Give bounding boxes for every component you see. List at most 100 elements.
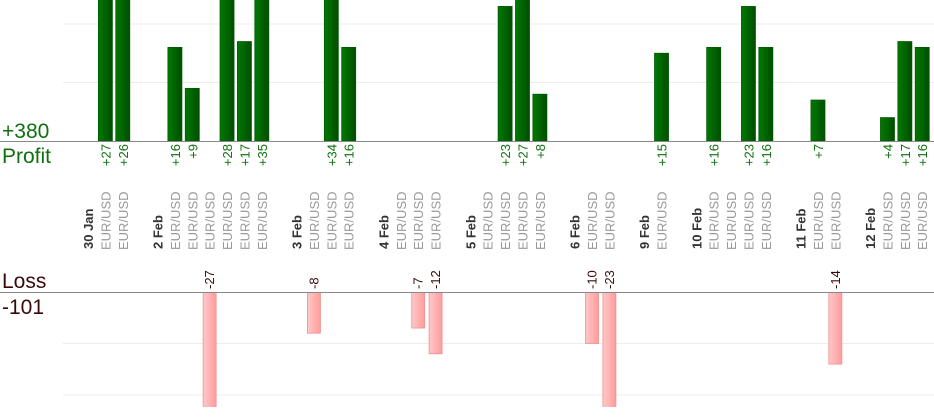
trade-pair-label: EUR/USD [828, 191, 843, 250]
profit-value-label: +23 [498, 144, 513, 166]
profit-bar [497, 6, 513, 141]
profit-bar [254, 0, 270, 141]
trade-pair-label: EUR/USD [481, 191, 496, 250]
profit-value-label: +16 [342, 144, 357, 166]
profit-bar [167, 47, 183, 141]
loss-total: -101 [2, 296, 44, 319]
date-label: 12 Feb [863, 208, 878, 249]
profit-value-label: +16 [759, 144, 774, 166]
trade-pair-label: EUR/USD [185, 191, 200, 250]
date-label: 9 Feb [637, 215, 652, 249]
loss-label: Loss [2, 270, 46, 293]
loss-value-label: -7 [411, 277, 426, 289]
profit-bar [758, 47, 774, 141]
trade-pair-label: EUR/USD [898, 191, 913, 250]
trade-pair-label: EUR/USD [655, 191, 670, 250]
trade-pair-label: EUR/USD [116, 191, 131, 250]
trade-pair-label: EUR/USD [342, 191, 357, 250]
trade-pair-label: EUR/USD [533, 191, 548, 250]
profit-value-label: +9 [185, 144, 200, 159]
profit-value-label: +27 [98, 144, 113, 166]
trade-pair-label: EUR/USD [411, 191, 426, 250]
profit-bar [115, 0, 131, 141]
profit-value-label: +26 [116, 144, 131, 166]
trade-pair-label: EUR/USD [237, 191, 252, 250]
loss-bar [307, 292, 321, 334]
profit-bar [706, 47, 722, 141]
profit-value-label: +34 [324, 144, 339, 166]
profit-bar [237, 41, 252, 141]
trade-pair-label: EUR/USD [880, 191, 895, 250]
profit-value-label: +17 [237, 144, 252, 166]
date-label: 5 Feb [463, 215, 478, 249]
trade-pair-label: EUR/USD [915, 191, 930, 250]
loss-bar [428, 292, 443, 355]
trade-pair-label: EUR/USD [759, 191, 774, 250]
trade-pair-label: EUR/USD [255, 191, 270, 250]
date-label: 10 Feb [689, 208, 704, 249]
profit-value-label: +15 [655, 144, 670, 166]
trade-pair-label: EUR/USD [394, 191, 409, 250]
trade-pair-label: EUR/USD [585, 191, 600, 250]
trade-pair-label: EUR/USD [203, 191, 218, 250]
loss-bar [828, 292, 843, 365]
profit-value-label: +16 [168, 144, 183, 166]
profit-value-label: +16 [707, 144, 722, 166]
loss-bar [202, 292, 217, 407]
profit-bar [184, 87, 200, 141]
loss-value-label: -27 [202, 270, 217, 289]
profit-value-label: +28 [220, 144, 235, 166]
trade-pair-label: EUR/USD [324, 191, 339, 250]
profit-bar [880, 117, 895, 141]
trade-pair-label: EUR/USD [741, 191, 756, 250]
profit-value-label: +23 [741, 144, 756, 166]
date-label: 11 Feb [794, 208, 809, 249]
loss-value-label: -23 [602, 270, 617, 289]
profit-bar [741, 6, 756, 141]
trade-pair-label: EUR/USD [220, 191, 235, 250]
loss-bar [411, 292, 426, 329]
loss-bar [602, 292, 617, 407]
date-label: 2 Feb [151, 215, 166, 249]
date-label: 6 Feb [568, 215, 583, 249]
trade-pair-label: EUR/USD [724, 191, 739, 250]
trade-pair-label: EUR/USD [707, 191, 722, 250]
profit-value-label: +7 [811, 144, 826, 159]
profit-value-label: +8 [533, 144, 548, 159]
date-label: 4 Feb [376, 215, 391, 249]
loss-value-label: -12 [428, 270, 443, 289]
profit-bar [323, 0, 339, 141]
profit-bar [219, 0, 235, 141]
profit-bar [97, 0, 113, 141]
profit-value-label: +16 [915, 144, 930, 166]
profit-value-label: +4 [880, 144, 895, 159]
profit-bar [341, 47, 357, 141]
trade-pair-label: EUR/USD [498, 191, 513, 250]
loss-value-label: -10 [585, 270, 600, 289]
trade-pair-label: EUR/USD [602, 191, 617, 250]
trade-pair-label: EUR/USD [429, 191, 444, 250]
loss-bar [585, 292, 599, 344]
profit-total: +380 [2, 120, 49, 143]
date-label: 3 Feb [290, 215, 305, 249]
profit-value-label: +17 [898, 144, 913, 166]
profit-bar [532, 93, 548, 141]
trade-pair-label: EUR/USD [811, 191, 826, 250]
profit-value-label: +27 [516, 144, 531, 166]
trade-pair-label: EUR/USD [98, 191, 113, 250]
trade-pair-label: EUR/USD [168, 191, 183, 250]
labels: 30 Jan EUR/USD +27 EUR/USD +26 2 Feb EUR/USD +1… [81, 144, 930, 289]
profit-bar [897, 41, 913, 141]
loss-value-label: -8 [306, 277, 321, 289]
trade-pair-label: EUR/USD [307, 191, 322, 250]
loss-value-label: -14 [828, 270, 843, 289]
profit-value-label: +35 [255, 144, 270, 166]
profit-bar [654, 52, 669, 141]
date-label: 30 Jan [81, 208, 96, 249]
profit-label: Profit [2, 145, 51, 168]
profit-bar [914, 47, 930, 141]
profit-bar [810, 99, 826, 141]
bars [97, 0, 930, 407]
profit-bar [515, 0, 530, 141]
